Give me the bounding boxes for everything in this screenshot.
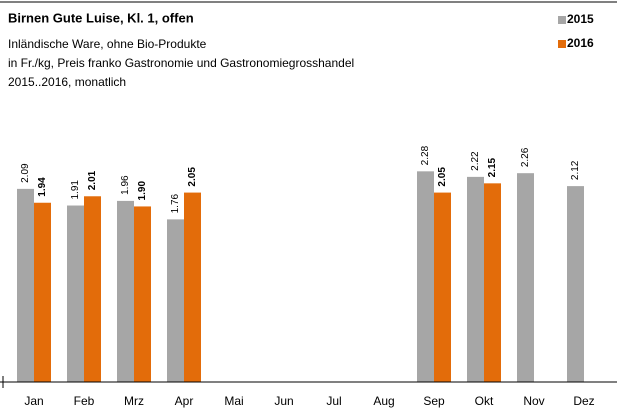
value-label: 2.15: [487, 157, 498, 177]
value-label: 2.28: [420, 145, 431, 165]
value-label: 2.09: [20, 163, 31, 183]
x-tick-label: Feb: [74, 394, 95, 408]
x-tick-label: Mai: [224, 394, 243, 408]
x-tick-label: Nov: [523, 394, 544, 408]
subtitle: 2015..2016, monatlich: [8, 75, 126, 89]
x-tick-label: Okt: [475, 394, 494, 408]
value-label: 1.76: [170, 193, 181, 213]
legend-label: 2016: [567, 36, 594, 50]
value-label: 2.01: [87, 170, 98, 190]
bar: [134, 206, 151, 382]
bar: [84, 196, 101, 382]
bar: [417, 171, 434, 382]
value-label: 1.91: [70, 180, 81, 200]
subtitle: in Fr./kg, Preis franko Gastronomie und …: [8, 56, 354, 70]
bar: [567, 186, 584, 382]
subtitle: Inländische Ware, ohne Bio-Produkte: [8, 37, 207, 51]
value-label: 1.90: [137, 181, 148, 201]
x-tick-label: Dez: [573, 394, 594, 408]
bar: [167, 219, 184, 382]
value-label: 2.05: [437, 167, 448, 187]
legend-swatch: [558, 16, 566, 24]
bar: [517, 173, 534, 382]
chart-title: Birnen Gute Luise, Kl. 1, offen: [8, 10, 194, 25]
value-label: 2.12: [570, 160, 581, 180]
value-label: 1.96: [120, 175, 131, 195]
bar: [434, 192, 451, 382]
bar: [67, 205, 84, 382]
x-tick-label: Mrz: [124, 394, 144, 408]
x-tick-label: Apr: [175, 394, 194, 408]
value-label: 1.94: [37, 177, 48, 197]
value-label: 2.26: [520, 147, 531, 167]
x-tick-label: Sep: [423, 394, 445, 408]
value-label: 2.22: [470, 151, 481, 171]
bar: [484, 183, 501, 382]
bar: [34, 202, 51, 382]
x-tick-label: Jul: [326, 394, 341, 408]
bar: [467, 176, 484, 382]
bar: [17, 188, 34, 382]
bar: [184, 192, 201, 382]
x-tick-label: Jun: [274, 394, 293, 408]
x-tick-label: Aug: [373, 394, 394, 408]
x-tick-label: Jan: [24, 394, 43, 408]
value-label: 2.05: [187, 167, 198, 187]
legend-swatch: [558, 40, 566, 48]
bar: [117, 200, 134, 382]
legend-label: 2015: [567, 12, 594, 26]
